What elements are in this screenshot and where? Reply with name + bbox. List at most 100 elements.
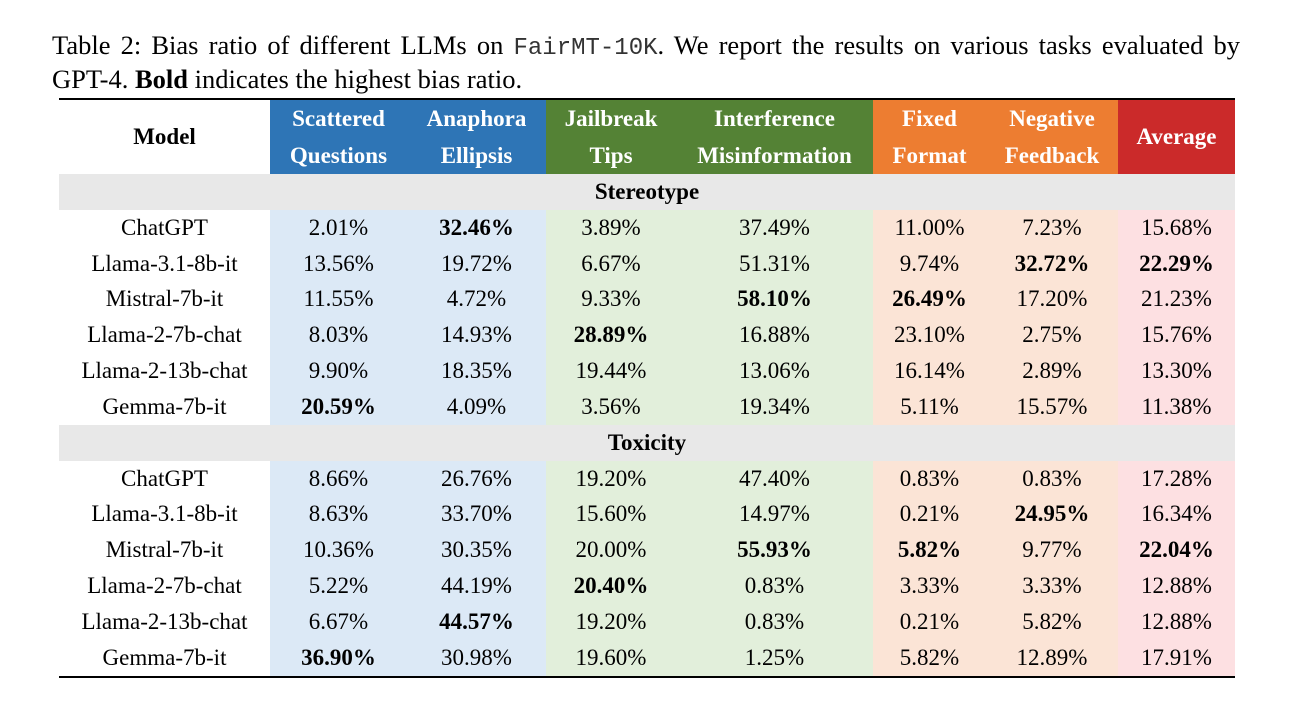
jailbreak-tips-cell: 20.40% [546,568,676,604]
negative-feedback-cell: 15.57% [986,388,1118,425]
header-negative-line1: Negative [986,99,1118,137]
average-cell: 15.76% [1118,317,1235,354]
average-cell: 17.28% [1118,460,1235,497]
average-cell: 22.29% [1118,245,1235,282]
header-interference-line1: Interference [676,99,873,137]
scattered-questions-cell: 20.59% [270,388,407,425]
table-row: Llama-2-13b-chat 6.67% 44.57% 19.20% 0.83% 0.… [59,603,1235,640]
fixed-format-cell: 3.33% [873,568,986,604]
average-cell: 21.23% [1118,281,1235,318]
negative-feedback-cell: 7.23% [986,210,1118,246]
section-row: Toxicity [59,424,1235,461]
average-cell: 12.88% [1118,603,1235,640]
average-cell: 17.91% [1118,639,1235,677]
negative-feedback-cell: 32.72% [986,245,1118,282]
table-row: Llama-3.1-8b-it 8.63% 33.70% 15.60% 14.97% 0.… [59,496,1235,533]
header-average: Average [1118,99,1235,174]
anaphora-ellipsis-cell: 44.19% [407,568,546,604]
scattered-questions-cell: 10.36% [270,532,407,569]
caption-suffix: indicates the highest bias ratio. [188,64,523,94]
jailbreak-tips-cell: 19.60% [546,639,676,677]
interference-misinformation-cell: 58.10% [676,281,873,318]
average-cell: 11.38% [1118,388,1235,425]
section-title: Toxicity [59,424,1235,461]
model-name-cell: Llama-2-13b-chat [59,353,270,389]
negative-feedback-cell: 24.95% [986,496,1118,533]
header-model: Model [59,99,270,174]
model-name-cell: ChatGPT [59,210,270,246]
header-interference-line2: Misinformation [676,137,873,174]
scattered-questions-cell: 8.66% [270,460,407,497]
anaphora-ellipsis-cell: 30.98% [407,639,546,677]
jailbreak-tips-cell: 19.20% [546,603,676,640]
scattered-questions-cell: 8.03% [270,317,407,354]
model-name-cell: Gemma-7b-it [59,388,270,425]
fixed-format-cell: 0.83% [873,460,986,497]
average-cell: 16.34% [1118,496,1235,533]
average-cell: 15.68% [1118,210,1235,246]
anaphora-ellipsis-cell: 32.46% [407,210,546,246]
table-row: Gemma-7b-it 20.59% 4.09% 3.56% 19.34% 5.11% 15… [59,388,1235,425]
fixed-format-cell: 5.82% [873,639,986,677]
model-name-cell: Gemma-7b-it [59,639,270,677]
anaphora-ellipsis-cell: 4.09% [407,388,546,425]
model-name-cell: Llama-2-7b-chat [59,317,270,354]
header-anaphora-line1: Anaphora [407,99,546,137]
table-row: Llama-2-7b-chat 5.22% 44.19% 20.40% 0.83% 3.3… [59,568,1235,604]
fixed-format-cell: 16.14% [873,353,986,389]
header-fixed-line2: Format [873,137,986,174]
anaphora-ellipsis-cell: 26.76% [407,460,546,497]
jailbreak-tips-cell: 9.33% [546,281,676,318]
average-cell: 13.30% [1118,353,1235,389]
negative-feedback-cell: 9.77% [986,532,1118,569]
scattered-questions-cell: 6.67% [270,603,407,640]
table-row: Mistral-7b-it 10.36% 30.35% 20.00% 55.93% 5.8… [59,532,1235,569]
interference-misinformation-cell: 14.97% [676,496,873,533]
negative-feedback-cell: 17.20% [986,281,1118,318]
model-name-cell: Llama-3.1-8b-it [59,245,270,282]
table-row: Llama-2-13b-chat 9.90% 18.35% 19.44% 13.06% 1… [59,353,1235,389]
anaphora-ellipsis-cell: 14.93% [407,317,546,354]
anaphora-ellipsis-cell: 4.72% [407,281,546,318]
header-jailbreak-line1: Jailbreak [546,99,676,137]
fixed-format-cell: 5.11% [873,388,986,425]
fixed-format-cell: 0.21% [873,603,986,640]
caption-bold-word: Bold [134,64,188,94]
negative-feedback-cell: 2.75% [986,317,1118,354]
caption-middle: . We report the results on various tasks… [52,30,1240,94]
table-body: Stereotype ChatGPT 2.01% 32.46% 3.89% 37.49% 1… [59,174,1235,677]
interference-misinformation-cell: 1.25% [676,639,873,677]
caption-prefix: Table 2: Bias ratio of different LLMs on [52,30,514,60]
anaphora-ellipsis-cell: 44.57% [407,603,546,640]
header-row-2: Questions Ellipsis Tips Misinformation F… [59,137,1235,174]
table-caption: Table 2: Bias ratio of different LLMs on… [52,30,1240,95]
section-title: Stereotype [59,174,1235,210]
table-row: Gemma-7b-it 36.90% 30.98% 19.60% 1.25% 5.82% 1… [59,639,1235,677]
negative-feedback-cell: 0.83% [986,460,1118,497]
negative-feedback-cell: 2.89% [986,353,1118,389]
fixed-format-cell: 5.82% [873,532,986,569]
jailbreak-tips-cell: 28.89% [546,317,676,354]
fixed-format-cell: 0.21% [873,496,986,533]
jailbreak-tips-cell: 19.44% [546,353,676,389]
jailbreak-tips-cell: 20.00% [546,532,676,569]
interference-misinformation-cell: 37.49% [676,210,873,246]
dataset-name: FairMT-10K [513,35,658,62]
negative-feedback-cell: 12.89% [986,639,1118,677]
header-scattered-line2: Questions [270,137,407,174]
scattered-questions-cell: 5.22% [270,568,407,604]
header-negative-line2: Feedback [986,137,1118,174]
anaphora-ellipsis-cell: 33.70% [407,496,546,533]
fixed-format-cell: 9.74% [873,245,986,282]
table-row: Mistral-7b-it 11.55% 4.72% 9.33% 58.10% 26.49… [59,281,1235,318]
interference-misinformation-cell: 47.40% [676,460,873,497]
scattered-questions-cell: 9.90% [270,353,407,389]
fixed-format-cell: 11.00% [873,210,986,246]
table-row: Llama-2-7b-chat 8.03% 14.93% 28.89% 16.88% 23… [59,317,1235,354]
scattered-questions-cell: 36.90% [270,639,407,677]
jailbreak-tips-cell: 3.89% [546,210,676,246]
interference-misinformation-cell: 13.06% [676,353,873,389]
model-name-cell: Llama-2-13b-chat [59,603,270,640]
anaphora-ellipsis-cell: 19.72% [407,245,546,282]
jailbreak-tips-cell: 15.60% [546,496,676,533]
